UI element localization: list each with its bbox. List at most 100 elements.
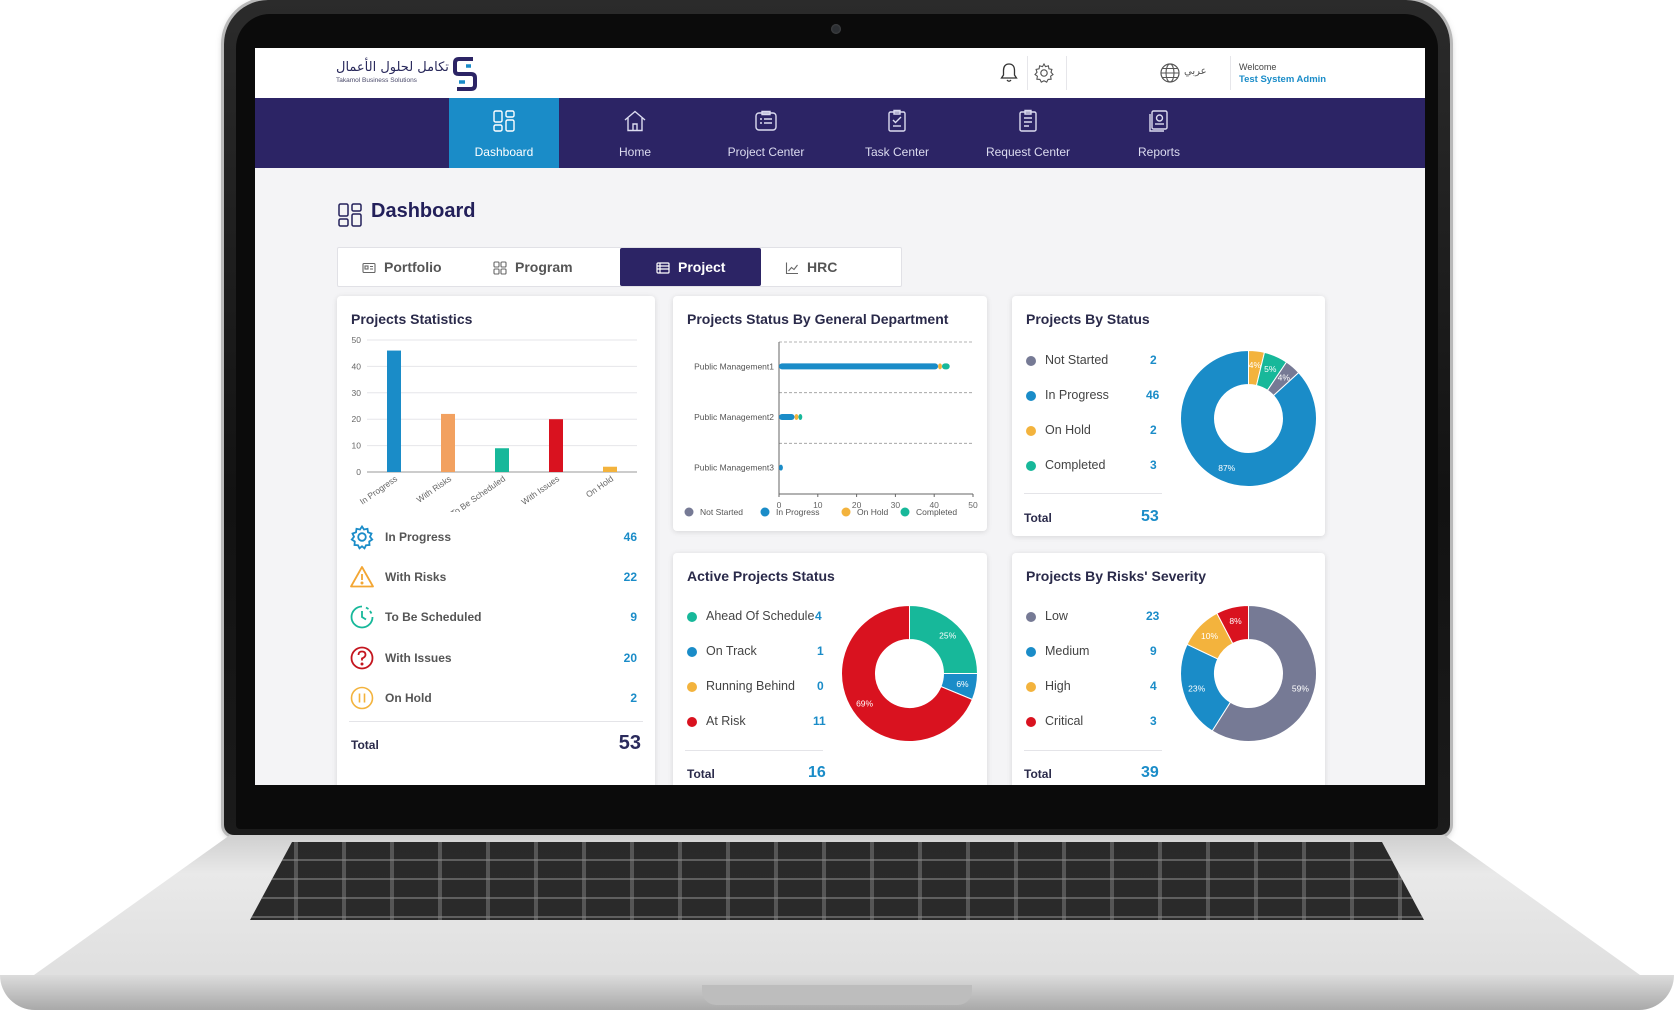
stat-row-to-be-scheduled[interactable]: To Be Scheduled 9 — [349, 602, 643, 632]
total-label: Total — [1024, 767, 1052, 781]
tab-hrc[interactable]: HRC — [761, 248, 902, 286]
slice-label: 4% — [1278, 373, 1291, 383]
legend-dot — [1026, 461, 1036, 471]
question-icon — [350, 646, 374, 670]
bar-segment — [941, 363, 950, 370]
card-title: Projects By Risks' Severity — [1026, 568, 1206, 584]
clock-icon — [350, 605, 374, 629]
brand-mark-icon — [453, 57, 477, 91]
legend-label: On Track — [706, 644, 757, 658]
page-title: Dashboard — [371, 200, 476, 222]
tab-label: Project — [678, 259, 726, 275]
nav-item-task-center[interactable]: Task Center — [842, 98, 952, 168]
legend-value: 2 — [1150, 353, 1157, 367]
tab-portfolio[interactable]: Portfolio — [338, 248, 479, 286]
legend-label: Ahead Of Schedule — [706, 609, 815, 623]
nav-label: Project Center — [727, 145, 805, 159]
slice-label: 8% — [1229, 616, 1242, 626]
legend-value: 9 — [1150, 644, 1157, 658]
y-tick-label: 10 — [352, 441, 362, 451]
divider — [349, 721, 643, 722]
nav-item-dashboard[interactable]: Dashboard — [449, 98, 559, 168]
donut-slice — [1216, 604, 1249, 645]
home-icon — [624, 110, 646, 132]
program-icon — [493, 261, 507, 275]
tab-project[interactable]: Project — [620, 248, 761, 286]
x-tick-label: 50 — [968, 500, 978, 510]
tab-label: Portfolio — [384, 259, 442, 275]
bar-segment — [779, 464, 783, 471]
reports-icon — [1149, 110, 1168, 132]
user-name[interactable]: Test System Admin — [1239, 74, 1327, 85]
legend-label: On Hold — [1045, 423, 1091, 437]
stat-row-with-issues[interactable]: With Issues 20 — [349, 643, 643, 673]
legend-dot — [1026, 426, 1036, 436]
legend-dot — [1026, 717, 1036, 727]
legend-value: 0 — [817, 679, 824, 693]
tab-program[interactable]: Program — [479, 248, 620, 286]
legend-label: Not Started — [1045, 353, 1109, 367]
tab-label: Program — [515, 259, 573, 275]
nav-item-request-center[interactable]: Request Center — [973, 98, 1083, 168]
stat-label: With Risks — [385, 570, 447, 584]
card-title: Projects Status By General Department — [687, 311, 949, 327]
request-center-icon — [1019, 109, 1037, 132]
stat-row-with-risks[interactable]: With Risks 22 — [349, 562, 643, 592]
stat-label: With Issues — [385, 651, 452, 665]
slice-label: 23% — [1188, 684, 1205, 694]
globe-icon[interactable] — [1158, 61, 1182, 85]
legend-label: Completed — [916, 507, 957, 517]
slice-label: 6% — [956, 679, 969, 689]
y-tick-label: 50 — [352, 335, 362, 345]
x-tick-label: In Progress — [358, 473, 399, 506]
nav-item-project-center[interactable]: Project Center — [711, 98, 821, 168]
total-value: 16 — [808, 764, 826, 781]
y-tick-label: Public Management2 — [694, 412, 774, 422]
separator — [1027, 56, 1028, 90]
bar — [603, 466, 617, 472]
brand-name-english: Takamol Business Solutions — [336, 77, 417, 84]
stat-row-in-progress[interactable]: In Progress 46 — [349, 522, 643, 552]
legend-label: At Risk — [706, 714, 746, 728]
legend-dot — [684, 507, 694, 517]
bar — [441, 413, 455, 472]
x-tick-label: 20 — [852, 500, 862, 510]
nav-item-reports[interactable]: Reports — [1104, 98, 1214, 168]
status-by-department-card: Projects Status By General Department 0 1… — [673, 296, 987, 531]
x-tick-label: With Risks — [415, 473, 454, 504]
y-tick-label: 20 — [352, 414, 362, 424]
bar-segment — [938, 363, 942, 370]
bell-icon[interactable] — [997, 61, 1021, 85]
portfolio-icon — [362, 262, 376, 274]
total-value: 53 — [618, 732, 641, 754]
stat-value: 46 — [623, 530, 637, 544]
projects-by-risk-card: Projects By Risks' Severity Low 23 Mediu… — [1012, 553, 1325, 785]
warning-icon — [350, 566, 374, 588]
donut-slice — [1180, 349, 1317, 487]
language-toggle[interactable]: عربي — [1184, 66, 1207, 77]
legend-label: On Hold — [857, 507, 888, 517]
projects-statistics-card: Projects Statistics 0 10 20 30 40 50 In Progre… — [337, 296, 655, 785]
legend-value: 4 — [1150, 679, 1157, 693]
slice-label: 25% — [939, 630, 956, 640]
legend-value: 11 — [813, 714, 826, 728]
y-tick-label: 0 — [356, 467, 361, 477]
y-tick-label: Public Management3 — [694, 463, 774, 473]
brand-logo[interactable]: تكامل لحلول الأعمال Takamol Business Sol… — [336, 57, 477, 91]
legend-dot — [841, 507, 851, 517]
legend-label: Completed — [1045, 458, 1106, 472]
stat-row-on-hold[interactable]: On Hold 2 — [349, 683, 643, 713]
chart-icon — [785, 262, 798, 275]
stat-value: 20 — [623, 651, 637, 665]
legend-dot — [1026, 612, 1036, 622]
legend-label: Critical — [1045, 714, 1084, 728]
nav-item-home[interactable]: Home — [580, 98, 690, 168]
legend-label: Low — [1045, 609, 1068, 623]
nav-label: Home — [618, 145, 651, 159]
project-center-icon — [755, 110, 777, 131]
slice-label: 4% — [1249, 360, 1262, 370]
legend-dot — [900, 507, 910, 517]
gear-icon[interactable] — [1032, 61, 1056, 85]
